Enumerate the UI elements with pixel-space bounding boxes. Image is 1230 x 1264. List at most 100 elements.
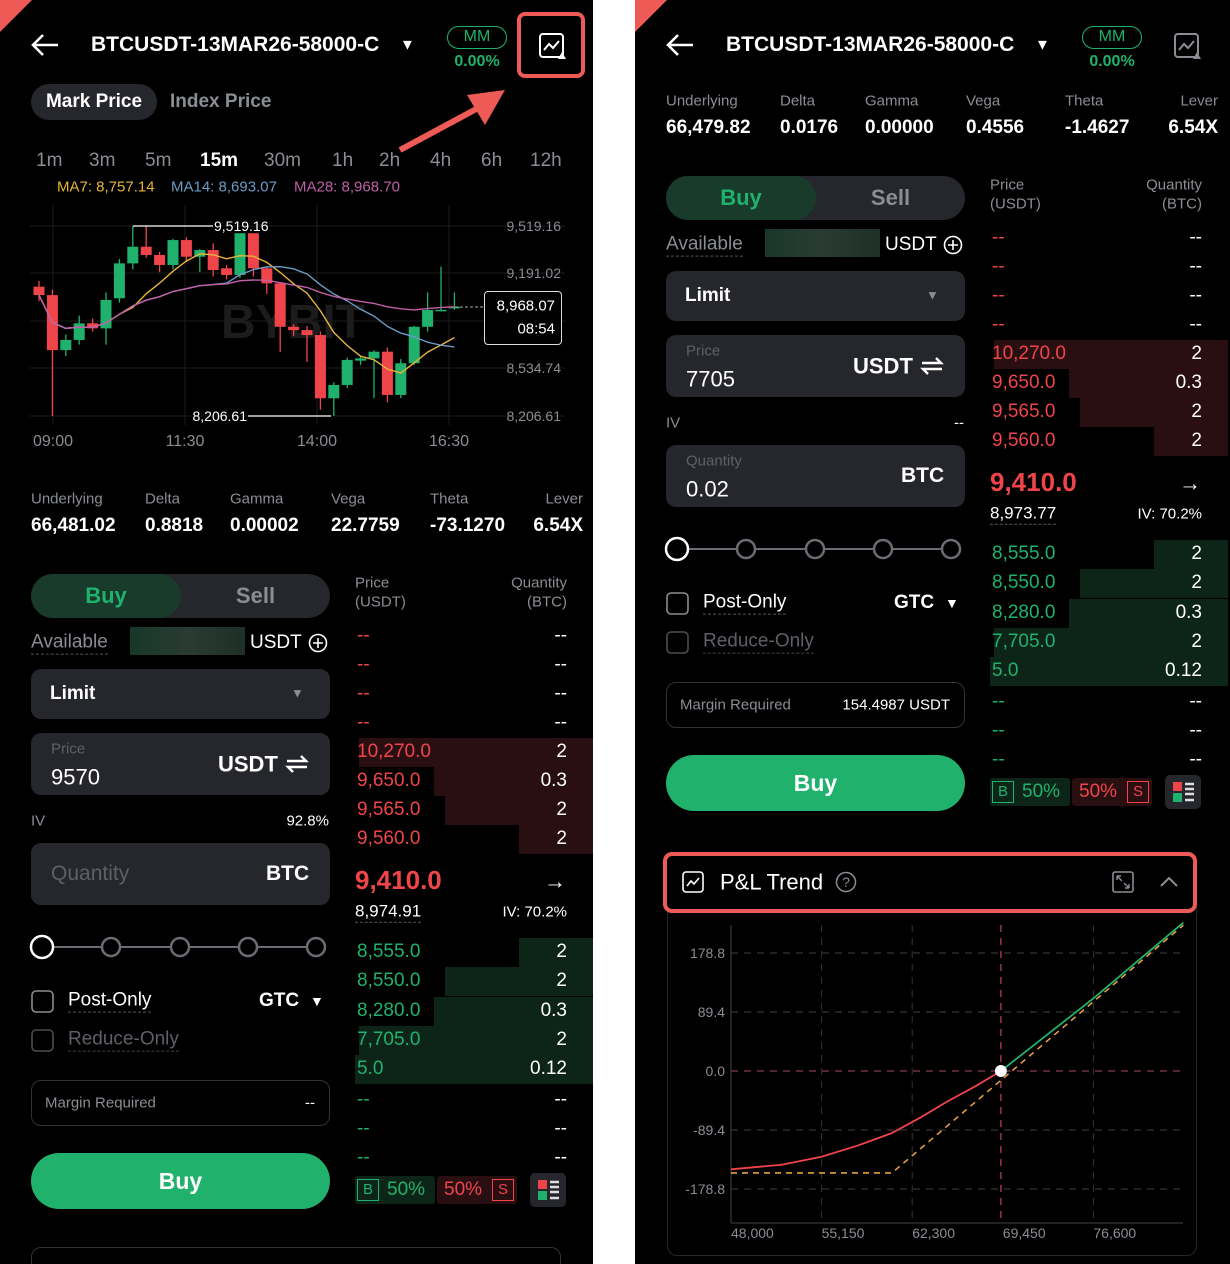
bid-order-row[interactable]: -- -- bbox=[990, 688, 1228, 717]
interval-tab-12h[interactable]: 12h bbox=[530, 150, 562, 172]
instrument-title[interactable]: BTCUSDT-13MAR26-58000-C bbox=[726, 32, 1015, 56]
pnl-chart-toggle-icon[interactable] bbox=[538, 32, 566, 60]
back-arrow-icon[interactable] bbox=[665, 32, 695, 58]
interval-tab-1h[interactable]: 1h bbox=[332, 150, 354, 172]
price-input[interactable]: Price 7705 USDT bbox=[666, 335, 965, 397]
interval-tab-30m[interactable]: 30m bbox=[264, 150, 301, 172]
instrument-title[interactable]: BTCUSDT-13MAR26-58000-C bbox=[91, 32, 380, 56]
ask-order-row[interactable]: -- -- bbox=[990, 224, 1228, 253]
ask-order-row[interactable]: 9,650.0 0.3 bbox=[990, 368, 1228, 398]
bid-order-row[interactable]: -- -- bbox=[990, 717, 1228, 746]
arrow-right-icon[interactable]: → bbox=[544, 868, 566, 894]
bid-order-row[interactable]: 7,705.0 2 bbox=[355, 1025, 593, 1055]
candle-body bbox=[154, 254, 166, 265]
bid-order-row[interactable]: 7,705.0 2 bbox=[990, 627, 1228, 657]
buy-tab[interactable]: Buy bbox=[666, 176, 816, 220]
quantity-slider[interactable] bbox=[29, 934, 330, 960]
ask-order-row[interactable]: 9,650.0 0.3 bbox=[355, 766, 593, 796]
caret-down-icon[interactable]: ▼ bbox=[400, 36, 415, 54]
plus-circle-icon[interactable] bbox=[943, 235, 963, 255]
candlestick-chart[interactable]: BYBIT bbox=[0, 0, 593, 1264]
caret-down-icon[interactable]: ▼ bbox=[1035, 36, 1050, 54]
bid-order-row[interactable]: -- -- bbox=[355, 1115, 593, 1144]
bid-order-row[interactable]: -- -- bbox=[355, 1144, 593, 1173]
post-only-checkbox[interactable] bbox=[31, 990, 54, 1013]
price-type-tab-mark[interactable]: Mark Price bbox=[31, 84, 157, 120]
reduce-only-checkbox[interactable] bbox=[31, 1029, 54, 1052]
mm-badge[interactable] bbox=[1082, 26, 1142, 49]
bid-order-row[interactable]: 8,550.0 2 bbox=[355, 966, 593, 996]
bid-order-row[interactable]: -- -- bbox=[355, 1086, 593, 1115]
ask-order-row[interactable]: -- -- bbox=[990, 311, 1228, 340]
plus-circle-icon[interactable] bbox=[308, 633, 328, 653]
post-only-label[interactable]: Post-Only bbox=[703, 591, 787, 615]
post-only-label[interactable]: Post-Only bbox=[68, 989, 152, 1013]
interval-tab-5m[interactable]: 5m bbox=[145, 150, 172, 172]
reduce-only-label[interactable]: Reduce-Only bbox=[68, 1028, 179, 1052]
time-in-force-select[interactable]: GTC bbox=[259, 990, 300, 1012]
reduce-only-checkbox[interactable] bbox=[666, 631, 689, 654]
swap-icon[interactable] bbox=[284, 752, 310, 776]
quantity-input[interactable]: Quantity BTC bbox=[31, 843, 330, 905]
bid-order-row[interactable]: 8,280.0 0.3 bbox=[990, 598, 1228, 628]
ask-quantity: 0.3 bbox=[1175, 372, 1202, 394]
order-type-dropdown[interactable]: Limit ▼ bbox=[666, 271, 965, 321]
ask-order-row[interactable]: 9,560.0 2 bbox=[990, 426, 1228, 456]
submit-buy-button[interactable]: Buy bbox=[31, 1153, 330, 1209]
orderbook-layout-icon[interactable] bbox=[1165, 775, 1201, 809]
buy-tab[interactable]: Buy bbox=[31, 574, 181, 618]
quantity-slider[interactable] bbox=[664, 536, 965, 562]
post-only-checkbox[interactable] bbox=[666, 592, 689, 615]
reduce-only-label[interactable]: Reduce-Only bbox=[703, 630, 814, 654]
order-type-dropdown[interactable]: Limit ▼ bbox=[31, 669, 330, 719]
bid-order-row[interactable]: 8,280.0 0.3 bbox=[355, 996, 593, 1026]
ask-order-row[interactable]: 9,560.0 2 bbox=[355, 824, 593, 854]
pnl-chart-toggle-icon[interactable] bbox=[1173, 32, 1201, 60]
available-balance-hidden bbox=[765, 229, 880, 257]
buy-sell-toggle[interactable]: Buy Sell bbox=[666, 176, 965, 220]
price-input[interactable]: Price 9570 USDT bbox=[31, 733, 330, 795]
ask-order-row[interactable]: -- -- bbox=[990, 253, 1228, 282]
arrow-right-icon[interactable]: → bbox=[1179, 470, 1201, 496]
help-circle-icon[interactable]: ? bbox=[835, 871, 857, 893]
time-in-force-select[interactable]: GTC bbox=[894, 592, 935, 614]
mm-badge[interactable] bbox=[447, 26, 507, 49]
margin-value: 154.4987 USDT bbox=[842, 696, 950, 714]
bid-order-row[interactable]: 8,555.0 2 bbox=[990, 539, 1228, 569]
ask-order-row[interactable]: -- -- bbox=[355, 622, 593, 651]
bid-order-row[interactable]: -- -- bbox=[990, 746, 1228, 775]
orderbook-layout-icon[interactable] bbox=[530, 1173, 566, 1207]
interval-tab-4h[interactable]: 4h bbox=[430, 150, 452, 172]
interval-tab-1m[interactable]: 1m bbox=[36, 150, 63, 172]
ask-order-row[interactable]: -- -- bbox=[355, 651, 593, 680]
interval-tab-2h[interactable]: 2h bbox=[379, 150, 401, 172]
buy-sell-toggle[interactable]: Buy Sell bbox=[31, 574, 330, 618]
ask-order-row[interactable]: -- -- bbox=[990, 282, 1228, 311]
swap-icon[interactable] bbox=[919, 354, 945, 378]
price-type-tab-index[interactable]: Index Price bbox=[170, 91, 272, 113]
ask-order-row[interactable]: 10,270.0 2 bbox=[990, 339, 1228, 369]
expand-icon[interactable] bbox=[1112, 871, 1134, 893]
sell-tab[interactable]: Sell bbox=[235, 583, 276, 608]
submit-buy-button[interactable]: Buy bbox=[666, 755, 965, 811]
ask-order-row[interactable]: 10,270.0 2 bbox=[355, 737, 593, 767]
quantity-input[interactable]: Quantity 0.02 BTC bbox=[666, 445, 965, 507]
ask-order-row[interactable]: -- -- bbox=[355, 680, 593, 709]
sell-tab[interactable]: Sell bbox=[870, 185, 911, 210]
back-arrow-icon[interactable] bbox=[30, 32, 60, 58]
bid-order-row[interactable]: 8,550.0 2 bbox=[990, 568, 1228, 598]
bid-order-row[interactable]: 5.0 0.12 bbox=[990, 656, 1228, 686]
caret-down-icon[interactable]: ▼ bbox=[945, 594, 959, 611]
available-label: Available bbox=[666, 233, 743, 257]
ask-order-row[interactable]: -- -- bbox=[355, 709, 593, 738]
caret-down-icon[interactable]: ▼ bbox=[310, 992, 324, 1009]
pnl-trend-header[interactable] bbox=[663, 852, 1197, 913]
bid-order-row[interactable]: 5.0 0.12 bbox=[355, 1054, 593, 1084]
bid-order-row[interactable]: 8,555.0 2 bbox=[355, 937, 593, 967]
ask-order-row[interactable]: 9,565.0 2 bbox=[990, 397, 1228, 427]
chevron-up-icon[interactable] bbox=[1159, 874, 1179, 888]
interval-tab-15m[interactable]: 15m bbox=[200, 150, 239, 172]
interval-tab-6h[interactable]: 6h bbox=[481, 150, 503, 172]
interval-tab-3m[interactable]: 3m bbox=[89, 150, 116, 172]
ask-order-row[interactable]: 9,565.0 2 bbox=[355, 795, 593, 825]
